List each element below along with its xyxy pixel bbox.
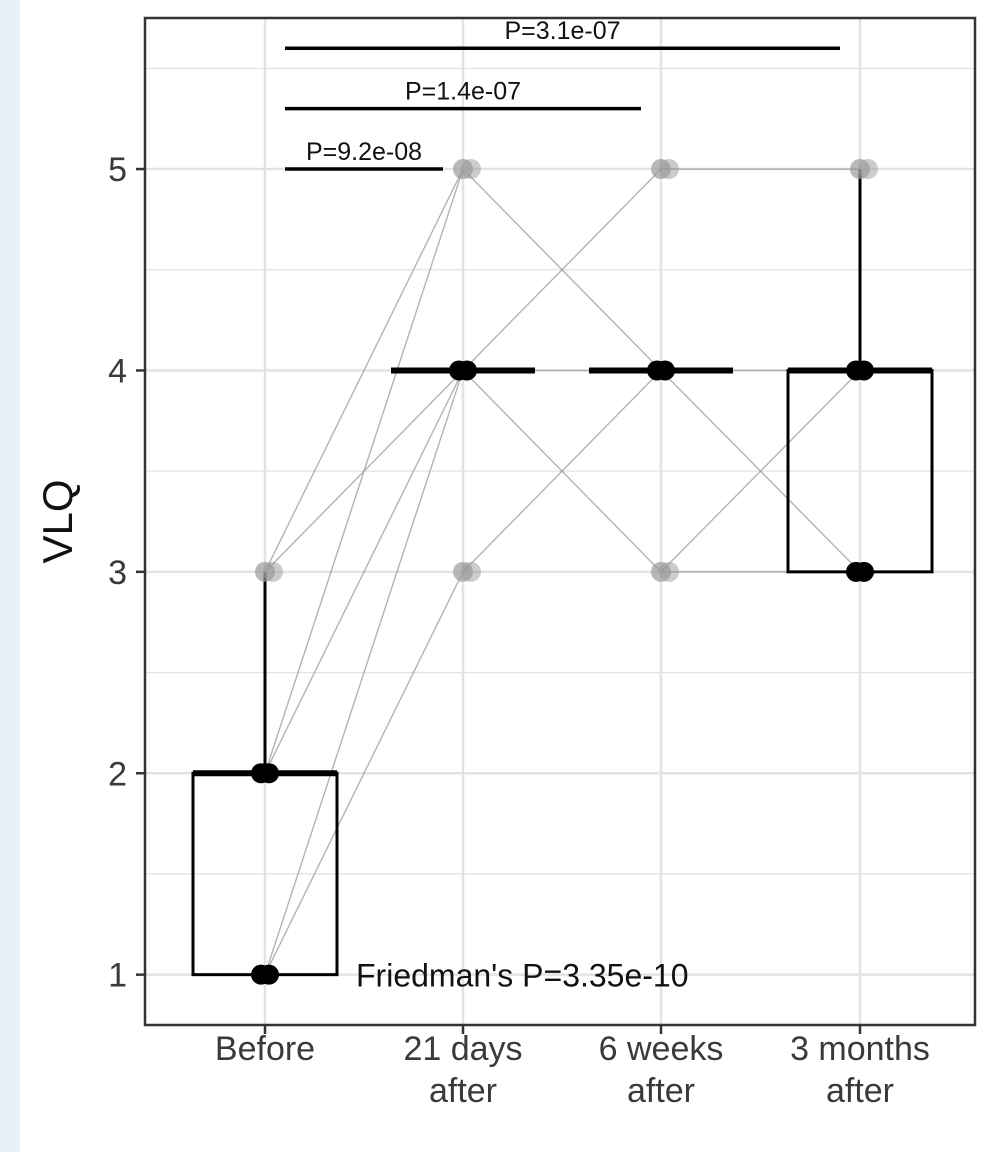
panel-border [143,16,977,1027]
y-tick-label: 3 [108,554,127,592]
data-point [457,360,477,381]
paired-line [264,168,464,573]
y-tick-label: 2 [108,755,127,793]
friedman-annotation: Friedman's P=3.35e-10 [356,958,689,994]
vlq-box-plot: P=9.2e-08 P=1.4e-07 P=3.1e-07 1 2 3 4 5 Before 2… [34,16,977,1110]
axes: 1 2 3 4 5 Before 21 days after 6 weeks after 3 mon… [108,151,930,1110]
comparison-label: P=1.4e-07 [405,78,521,106]
data-point [659,561,679,582]
data-point [655,360,675,381]
paired-line [462,168,662,371]
x-tick-label: 21 days after [403,1030,522,1110]
data-point [263,561,283,582]
x-tick-label: 3 months after [790,1030,930,1110]
paired-lines [264,168,861,975]
comparison-label: P=9.2e-08 [306,138,422,166]
data-point [259,763,279,784]
paired-line [264,571,464,975]
comparison-brackets: P=9.2e-08 P=1.4e-07 P=3.1e-07 [285,17,840,171]
y-axis-label: VLQ [34,479,81,563]
data-point [854,360,874,381]
paired-line [264,370,464,975]
y-tick-label: 4 [108,352,127,390]
panel-background [145,18,975,1025]
data-point [858,159,878,180]
comparison-label: P=3.1e-07 [504,17,620,45]
y-tick-label: 5 [108,151,127,189]
paired-line [264,369,464,573]
data-points [251,159,878,985]
data-point [659,159,679,180]
x-tick-label: Before [215,1030,315,1068]
paired-line [264,370,464,774]
chart-container: P=9.2e-08 P=1.4e-07 P=3.1e-07 1 2 3 4 5 Before 2… [20,0,985,1152]
paired-line [660,369,861,573]
data-point [461,159,481,180]
y-tick-label: 1 [108,957,127,995]
grid-lines [145,18,975,1025]
data-point [854,561,874,582]
data-point [259,964,279,985]
data-point [461,561,481,582]
paired-line [462,369,662,573]
x-tick-label: 6 weeks after [599,1030,724,1110]
